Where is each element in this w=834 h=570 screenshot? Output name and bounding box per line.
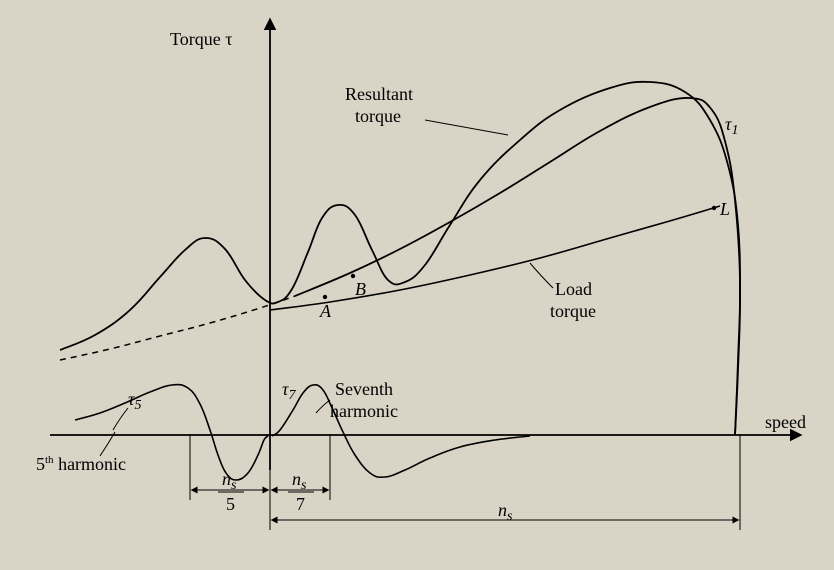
svg-text:5th harmonic: 5th harmonic xyxy=(36,454,126,474)
label-ns7: ns 7 xyxy=(288,469,314,514)
label-A: A xyxy=(319,301,332,321)
point-A xyxy=(323,295,327,299)
label-L: L xyxy=(719,199,730,219)
curve-resultant xyxy=(60,82,740,435)
leader-tau5 xyxy=(113,408,128,430)
label-tau7: τ7 xyxy=(282,379,296,403)
curve-tau1-dashed xyxy=(60,296,295,360)
label-tau5: τ5 xyxy=(128,389,141,413)
label-ns5: ns 5 xyxy=(218,469,244,514)
svg-text:7: 7 xyxy=(296,494,305,514)
svg-text:torque: torque xyxy=(355,106,401,126)
point-L xyxy=(712,206,716,210)
label-B: B xyxy=(355,279,366,299)
curve-load xyxy=(270,206,720,310)
label-tau1: τ1 xyxy=(725,114,738,138)
svg-text:5: 5 xyxy=(226,494,235,514)
y-axis-label: Torque τ xyxy=(170,29,232,49)
svg-text:Resultant: Resultant xyxy=(345,84,413,104)
svg-text:torque: torque xyxy=(550,301,596,321)
svg-text:ns: ns xyxy=(292,469,307,493)
point-B xyxy=(351,274,355,278)
label-resultant: Resultant torque xyxy=(345,84,508,135)
svg-text:Load: Load xyxy=(555,279,592,299)
svg-text:harmonic: harmonic xyxy=(330,401,398,421)
svg-text:ns: ns xyxy=(222,469,237,493)
label-fifth: 5th harmonic xyxy=(36,432,126,474)
curve-seventh-harmonic xyxy=(272,385,530,477)
label-load: Load torque xyxy=(530,263,596,321)
x-axis-label: speed xyxy=(765,412,806,432)
svg-text:Seventh: Seventh xyxy=(335,379,393,399)
